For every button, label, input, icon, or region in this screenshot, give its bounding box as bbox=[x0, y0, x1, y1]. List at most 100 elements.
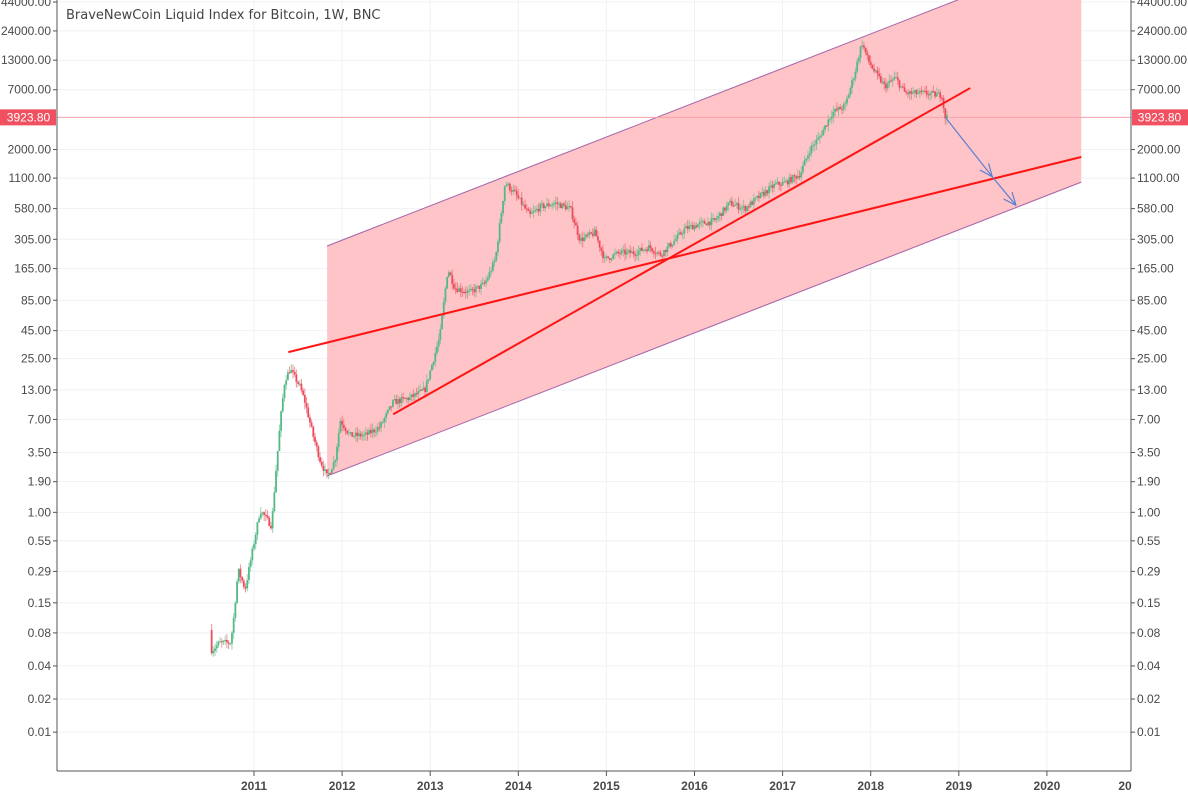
candle-body bbox=[678, 232, 681, 235]
candle-body bbox=[737, 203, 740, 210]
candle-body bbox=[270, 525, 272, 529]
candle-body bbox=[930, 91, 933, 94]
candle-body bbox=[410, 394, 413, 398]
y-tick-label-left: 0.29 bbox=[28, 564, 52, 578]
candle-body bbox=[927, 94, 930, 96]
candle-body bbox=[707, 221, 709, 226]
candle-body bbox=[319, 457, 321, 462]
candle-body bbox=[556, 202, 559, 205]
candle-body bbox=[222, 640, 225, 642]
candle-body bbox=[613, 253, 616, 255]
candle-body bbox=[920, 90, 923, 92]
candle-body bbox=[669, 243, 672, 247]
arrow-head bbox=[1011, 191, 1017, 206]
candle-body bbox=[512, 189, 515, 192]
candle-body bbox=[690, 225, 693, 227]
candle-body bbox=[315, 442, 318, 447]
candle-body bbox=[585, 234, 587, 238]
candle-body bbox=[542, 203, 545, 209]
candle-body bbox=[913, 90, 916, 93]
y-tick-label-left: 0.15 bbox=[28, 596, 52, 610]
candle-body bbox=[751, 201, 754, 205]
y-tick-label-right: 1.00 bbox=[1137, 505, 1161, 519]
candle-body bbox=[312, 426, 315, 437]
candle-body bbox=[278, 430, 281, 451]
candle-body bbox=[571, 207, 574, 219]
candle-body bbox=[859, 46, 862, 58]
candle-body bbox=[354, 432, 357, 437]
y-tick-label-right: 24000.00 bbox=[1137, 24, 1187, 38]
candle-body bbox=[534, 209, 537, 212]
candle-body bbox=[730, 200, 733, 206]
candle-body bbox=[822, 129, 825, 136]
candle-body bbox=[286, 372, 289, 381]
candle-body bbox=[529, 210, 532, 214]
candle-body bbox=[471, 288, 474, 290]
candle-body bbox=[337, 432, 340, 447]
y-tick-label-right: 45.00 bbox=[1137, 324, 1167, 338]
candle-body bbox=[395, 399, 398, 405]
candle-body bbox=[659, 252, 662, 256]
candle-body bbox=[771, 185, 774, 188]
candle-body bbox=[429, 370, 432, 380]
candle-body bbox=[402, 397, 404, 399]
candle-body bbox=[220, 641, 223, 643]
candle-body bbox=[685, 226, 687, 229]
candle-body bbox=[686, 226, 689, 229]
candle-body bbox=[729, 200, 731, 203]
candle-body bbox=[741, 207, 743, 209]
candle-body bbox=[485, 280, 488, 284]
candle-body bbox=[925, 90, 928, 95]
candle-body bbox=[475, 286, 477, 293]
candle-body bbox=[527, 209, 530, 211]
candle-body bbox=[790, 177, 792, 183]
candle-body bbox=[412, 394, 415, 397]
candle-body bbox=[300, 383, 303, 391]
candle-body bbox=[468, 290, 471, 292]
candle-body bbox=[546, 203, 549, 207]
candle-body bbox=[510, 190, 513, 192]
candle-body bbox=[483, 282, 486, 284]
candle-body bbox=[635, 255, 638, 257]
candle-body bbox=[847, 94, 850, 99]
candle-body bbox=[664, 250, 667, 253]
candle-body bbox=[817, 137, 820, 140]
candle-body bbox=[463, 291, 465, 293]
candle-body bbox=[507, 183, 510, 185]
candle-body bbox=[598, 240, 601, 248]
candle-body bbox=[754, 197, 757, 199]
candle-body bbox=[491, 262, 494, 271]
candle-body bbox=[212, 651, 215, 654]
candle-body bbox=[281, 398, 284, 412]
candle-body bbox=[417, 390, 420, 395]
candle-body bbox=[713, 218, 716, 220]
candle-body bbox=[227, 642, 230, 644]
candle-body bbox=[625, 251, 628, 255]
candle-body bbox=[461, 291, 464, 293]
x-tick-label: 2014 bbox=[505, 779, 532, 793]
candle-body bbox=[371, 429, 374, 434]
candle-body bbox=[397, 399, 399, 405]
candle-body bbox=[696, 224, 699, 228]
candle-body bbox=[236, 581, 238, 603]
candle-body bbox=[329, 473, 332, 475]
candle-body bbox=[898, 80, 901, 88]
candle-body bbox=[900, 86, 903, 88]
candle-body bbox=[735, 203, 738, 205]
candle-body bbox=[437, 339, 440, 347]
candle-body bbox=[210, 629, 213, 654]
candle-body bbox=[373, 429, 376, 433]
candle-body bbox=[259, 513, 262, 519]
candle-body bbox=[588, 232, 591, 235]
candle-body bbox=[522, 204, 525, 206]
candle-body bbox=[802, 165, 804, 173]
candle-body bbox=[231, 632, 233, 644]
y-tick-label-left: 13000.00 bbox=[1, 53, 51, 67]
candle-body bbox=[908, 91, 911, 95]
candle-body bbox=[502, 201, 504, 214]
candle-body bbox=[903, 87, 906, 92]
candle-body bbox=[647, 245, 650, 252]
candle-body bbox=[248, 567, 250, 581]
candle-body bbox=[332, 462, 335, 470]
